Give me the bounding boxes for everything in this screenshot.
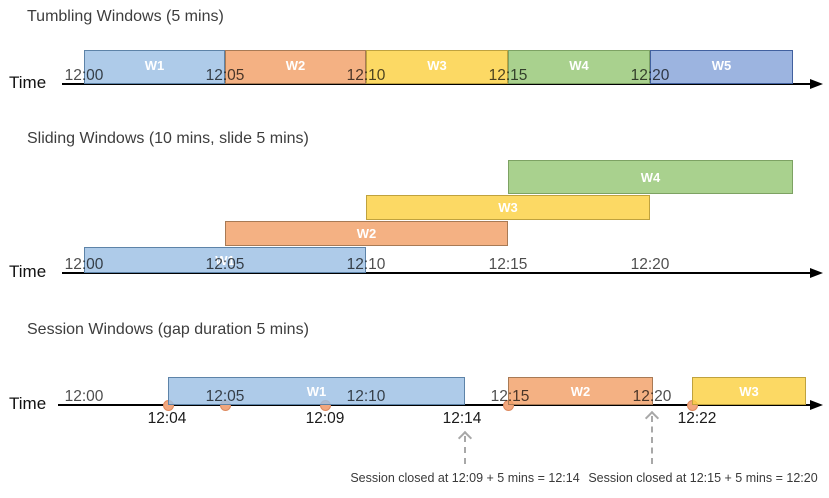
section-title-sliding: Sliding Windows (10 mins, slide 5 mins)	[27, 130, 309, 147]
time-axis-label-sliding: Time	[9, 262, 47, 281]
window-label: W1	[306, 383, 327, 399]
event-time-label: 12:22	[677, 410, 717, 427]
callout-arrowhead-icon	[644, 410, 660, 426]
window-label: W3	[498, 200, 518, 215]
event-time-label: 12:14	[442, 410, 482, 427]
window-tumbling-w1: W1	[84, 50, 225, 84]
timeline-session	[58, 404, 810, 406]
window-label: W1	[144, 58, 165, 73]
time-axis-label-tumbling: Time	[9, 73, 47, 92]
tick-label: 12:00	[64, 388, 104, 405]
time-axis-label-session: Time	[9, 394, 47, 413]
timeline-arrow-icon-sliding	[810, 267, 823, 278]
tick-label: 12:15	[490, 388, 530, 405]
tick-label: 12:10	[346, 388, 386, 405]
window-sliding-w1: W1	[84, 247, 366, 273]
window-label: W2	[356, 226, 377, 241]
callout-arrowhead-icon	[457, 430, 473, 446]
window-label: W2	[570, 383, 591, 399]
window-tumbling-w5: W5	[650, 50, 793, 84]
callout-arrow-icon	[464, 436, 466, 464]
event-time-label: 12:09	[305, 410, 345, 427]
tick-label: 12:15	[488, 67, 528, 84]
tick-label: 12:15	[488, 256, 528, 273]
callout-arrow-icon	[651, 416, 653, 464]
tick-label: 12:10	[346, 256, 386, 273]
window-label: W4	[640, 169, 661, 185]
window-tumbling-w4: W4	[508, 50, 650, 84]
window-sliding-w4: W4	[508, 160, 793, 194]
tick-label: 12:20	[630, 67, 670, 84]
window-session-w3: W3	[692, 377, 806, 405]
window-sliding-w2: W2	[225, 221, 508, 246]
event-time-label: 12:04	[147, 410, 187, 427]
window-label: W4	[569, 58, 589, 73]
tick-label: 12:00	[64, 67, 104, 84]
timeline-tumbling	[62, 83, 810, 85]
section-title-tumbling: Tumbling Windows (5 mins)	[27, 8, 224, 25]
window-label: W2	[285, 58, 306, 73]
window-label: W3	[739, 383, 759, 399]
tick-label: 12:20	[630, 256, 670, 273]
tick-label: 12:05	[205, 67, 245, 84]
window-tumbling-w2: W2	[225, 50, 366, 84]
window-session-w2: W2	[508, 377, 653, 405]
session-note: Session closed at 12:09 + 5 mins = 12:14	[350, 471, 580, 485]
window-label: W1	[215, 252, 235, 268]
timeline-sliding	[62, 272, 810, 274]
window-tumbling-w3: W3	[366, 50, 508, 84]
window-session-w1: W1	[168, 377, 465, 405]
tick-label: 12:20	[632, 388, 672, 405]
window-sliding-w3: W3	[366, 195, 650, 220]
session-note: Session closed at 12:15 + 5 mins = 12:20	[588, 471, 818, 485]
window-label: W3	[427, 58, 447, 73]
timeline-arrow-icon-tumbling	[810, 78, 823, 89]
tick-label: 12:10	[346, 67, 386, 84]
window-label: W5	[711, 58, 732, 73]
section-title-session: Session Windows (gap duration 5 mins)	[27, 321, 309, 338]
timeline-arrow-icon-session	[810, 399, 823, 410]
tick-label: 12:05	[205, 388, 245, 405]
tick-label: 12:00	[64, 256, 104, 273]
tick-label: 12:05	[205, 256, 245, 273]
